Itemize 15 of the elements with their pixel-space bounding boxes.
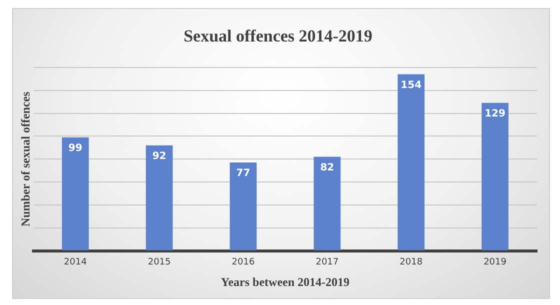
x-tick-label: 2017 (316, 258, 339, 268)
x-tick-label: 2015 (148, 258, 171, 268)
data-label: 82 (320, 162, 334, 174)
y-axis-title: Number of sexual offences (18, 91, 32, 226)
x-tick-label: 2014 (64, 258, 88, 268)
data-label: 129 (484, 108, 506, 120)
x-axis-title: Years between 2014-2019 (220, 274, 350, 289)
data-label: 154 (400, 80, 422, 91)
x-tick-label: 2016 (232, 258, 255, 268)
x-tick-label: 2018 (400, 258, 423, 268)
chart-title: Sexual offences 2014-2019 (184, 26, 372, 46)
data-label: 77 (236, 168, 250, 180)
data-label: 92 (152, 150, 166, 162)
x-tick-label: 2019 (484, 258, 507, 268)
data-label: 99 (68, 142, 82, 154)
